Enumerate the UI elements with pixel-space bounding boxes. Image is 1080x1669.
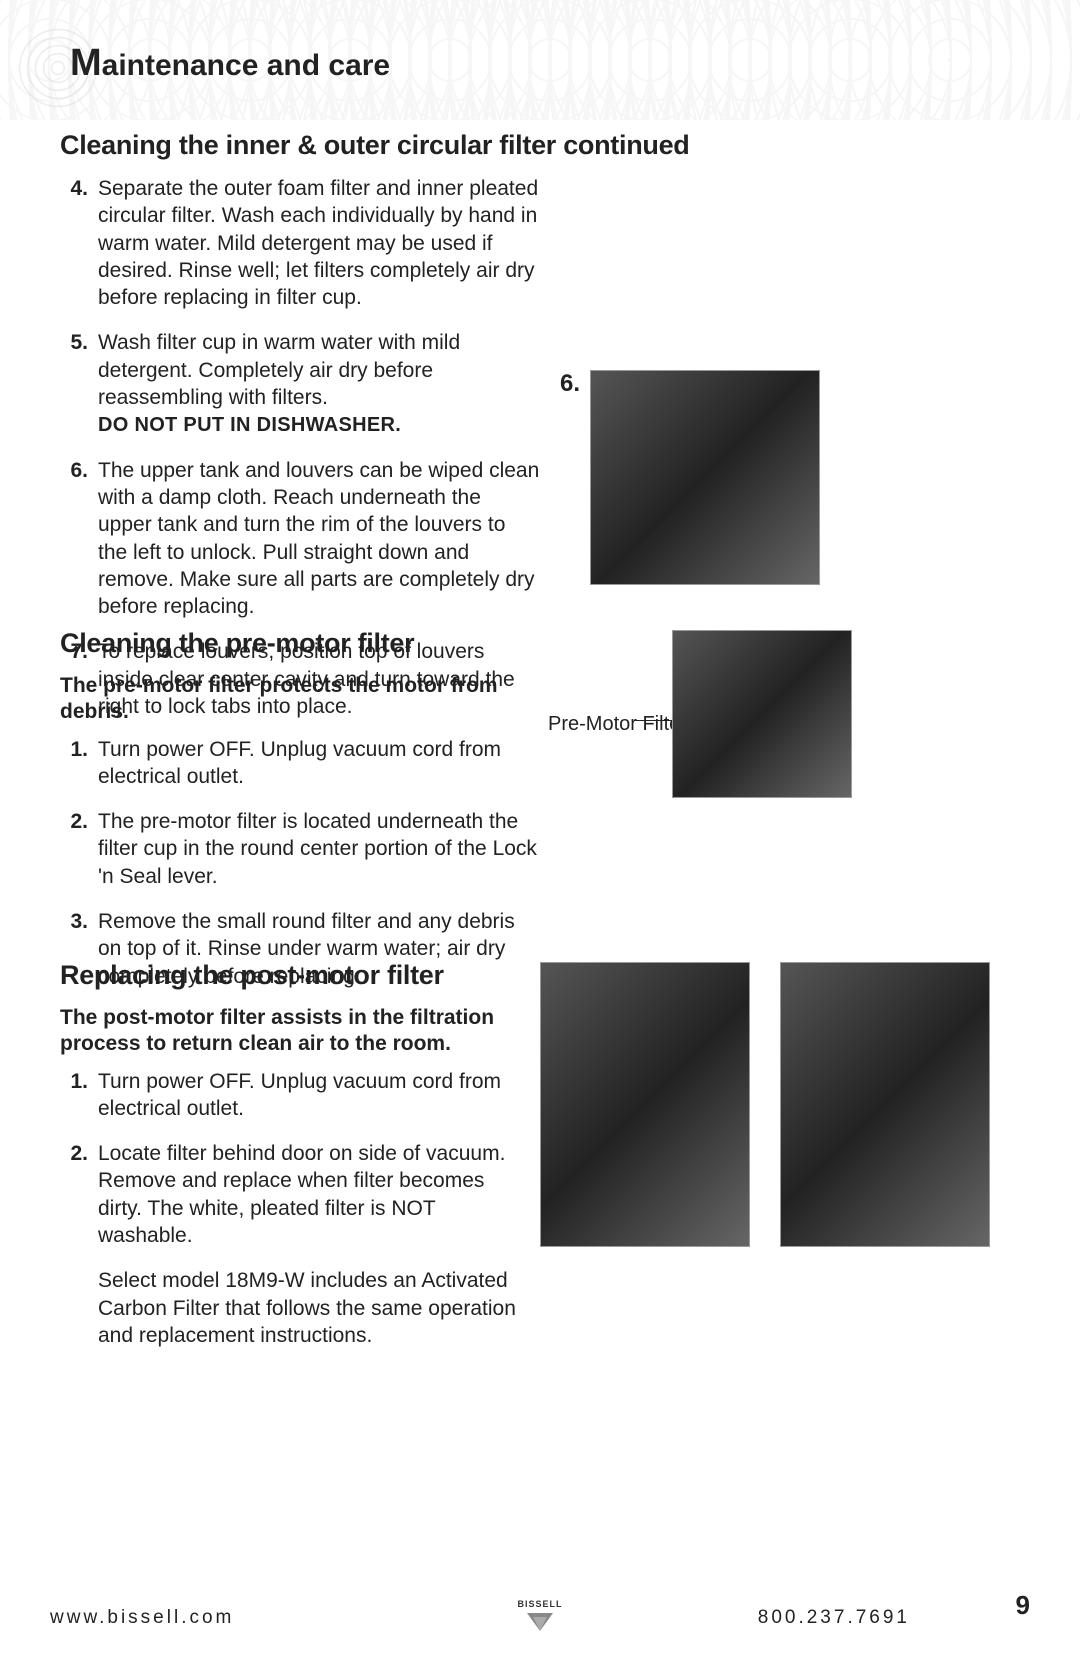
content-area: Cleaning the inner & outer circular filt… <box>60 130 1050 1579</box>
section-2: Cleaning the pre-motor filter The pre-mo… <box>60 628 540 1008</box>
section-3: Replacing the post-motor filter The post… <box>60 960 530 1367</box>
step-3-2: 2. Locate filter behind door on side of … <box>60 1140 530 1249</box>
step-2-2: 2. The pre-motor filter is located under… <box>60 808 540 890</box>
step-text: Turn power OFF. Unplug vacuum cord from … <box>98 1068 530 1123</box>
step-number: 2. <box>60 808 98 890</box>
step-4: 4. Separate the outer foam filter and in… <box>60 175 540 311</box>
step-body: Wash filter cup in warm water with mild … <box>98 331 460 409</box>
figure-6-label: 6. <box>560 370 580 398</box>
step-text: The pre-motor filter is located undernea… <box>98 808 540 890</box>
step-5: 5. Wash filter cup in warm water with mi… <box>60 329 540 438</box>
callout-premotor: Pre-Motor Filter <box>548 712 687 736</box>
step-text: The upper tank and louvers can be wiped … <box>98 457 540 621</box>
section-3-note: Select model 18M9-W includes an Activate… <box>98 1267 530 1349</box>
page-footer: www.bissell.com BISSELL 800.237.7691 9 <box>50 1589 1030 1629</box>
section-3-subhead: The post-motor filter assists in the fil… <box>60 1005 530 1058</box>
step-number: 1. <box>60 1068 98 1123</box>
brand-logo: BISSELL <box>505 1593 575 1633</box>
page-title: Maintenance and care <box>70 42 390 85</box>
section-2-subhead: The pre-motor filter protects the motor … <box>60 673 540 726</box>
title-rest: aintenance and care <box>102 49 390 82</box>
page-number: 9 <box>1016 1590 1030 1621</box>
section-heading-2: Cleaning the pre-motor filter <box>60 628 540 659</box>
step-6: 6. The upper tank and louvers can be wip… <box>60 457 540 621</box>
footer-phone: 800.237.7691 <box>758 1607 910 1629</box>
step-2-1: 1. Turn power OFF. Unplug vacuum cord fr… <box>60 736 540 791</box>
step-number: 5. <box>60 329 98 438</box>
step-number: 6. <box>60 457 98 621</box>
title-capital: M <box>70 42 102 84</box>
figure-remove-filter-image <box>780 962 990 1247</box>
step-3-1: 1. Turn power OFF. Unplug vacuum cord fr… <box>60 1068 530 1123</box>
section-heading-1: Cleaning the inner & outer circular filt… <box>60 130 1050 161</box>
figure-premotor-image <box>672 630 852 798</box>
step-text: Turn power OFF. Unplug vacuum cord from … <box>98 736 540 791</box>
figure-open-door-image <box>540 962 750 1247</box>
section-heading-3: Replacing the post-motor filter <box>60 960 530 991</box>
step-text: Locate filter behind door on side of vac… <box>98 1140 530 1249</box>
step-number: 2. <box>60 1140 98 1249</box>
footer-url: www.bissell.com <box>50 1607 234 1629</box>
step-text: Separate the outer foam filter and inner… <box>98 175 540 311</box>
step-warning: Do Not Put In Dishwasher. <box>98 414 401 436</box>
brand-logo-text: BISSELL <box>517 1599 562 1609</box>
callout-line-premotor <box>634 720 674 721</box>
step-number: 1. <box>60 736 98 791</box>
figure-6-image <box>590 370 820 585</box>
step-text: Wash filter cup in warm water with mild … <box>98 329 540 438</box>
step-number: 4. <box>60 175 98 311</box>
